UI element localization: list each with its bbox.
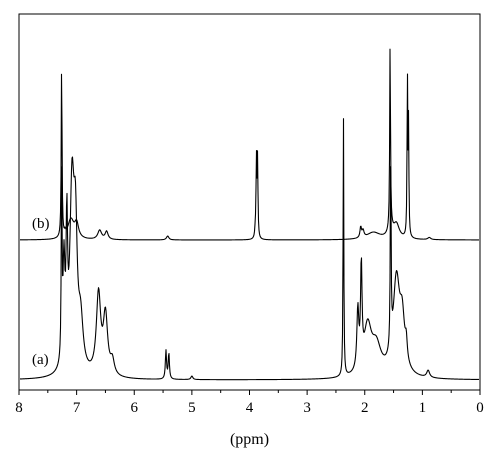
series-label-a: (a) <box>32 352 49 368</box>
x-tick-label: 6 <box>131 400 139 416</box>
x-tick-label: 7 <box>73 400 81 416</box>
spectrum-trace-a <box>19 118 480 381</box>
series-label-b: (b) <box>32 216 50 232</box>
x-tick-label: 8 <box>15 400 23 416</box>
series-labels: (b) (a) <box>32 216 50 368</box>
spectrum-trace-b <box>19 48 480 241</box>
x-tick-label: 1 <box>419 400 427 416</box>
x-tick-label: 4 <box>246 400 254 416</box>
x-tick-label: 0 <box>476 400 484 416</box>
x-tick-label: 3 <box>303 400 311 416</box>
x-tick-label: 5 <box>188 400 196 416</box>
x-axis-tick-labels: 8 7 6 5 4 3 2 1 0 <box>15 400 484 416</box>
x-axis-ticks <box>18 390 481 395</box>
spectrum-traces <box>19 48 480 381</box>
x-axis-label: (ppm) <box>230 431 269 448</box>
plot-frame <box>18 13 481 391</box>
x-tick-label: 2 <box>361 400 369 416</box>
